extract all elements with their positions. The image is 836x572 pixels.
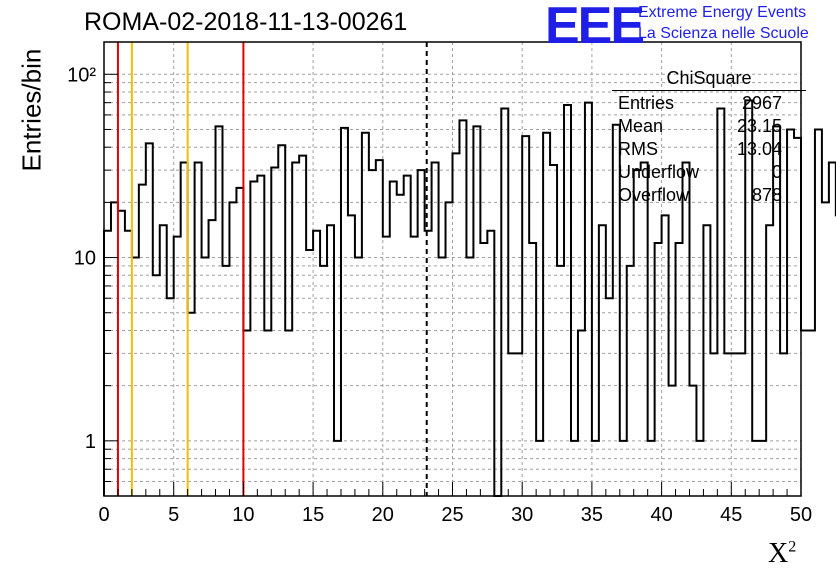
stats-row-mean: Mean 23.15 xyxy=(612,116,806,139)
eee-logo: EEE xyxy=(545,0,645,55)
stats-label: RMS xyxy=(618,139,658,159)
stats-label: Underflow xyxy=(618,162,700,182)
stats-title: ChiSquare xyxy=(612,68,806,91)
y-tick-label: 10 xyxy=(74,248,96,270)
y-tick-label: 1 xyxy=(85,431,96,453)
x-axis-label: X2 xyxy=(768,538,796,570)
y-tick-label: 10² xyxy=(67,64,96,86)
y-axis-label: Entries/bin xyxy=(16,48,47,172)
x-tick-label: 30 xyxy=(511,504,533,526)
stats-label: Mean xyxy=(618,116,664,136)
stats-label: Entries xyxy=(618,93,675,113)
stats-box: ChiSquare Entries 2967 Mean 23.15 RMS 13.04… xyxy=(612,68,806,208)
run-title: ROMA-02-2018-11-13-00261 xyxy=(84,8,408,36)
stats-value: 878 xyxy=(751,185,782,205)
x-tick-label: 35 xyxy=(581,504,603,526)
x-tick-label: 20 xyxy=(372,504,394,526)
histogram-series xyxy=(103,99,836,497)
x-axis-label-superscript: 2 xyxy=(788,538,797,556)
stats-value: 23.15 xyxy=(736,116,782,136)
stats-row-underflow: Underflow 0 xyxy=(612,162,806,185)
x-tick-label: 10 xyxy=(232,504,254,526)
x-tick-label: 40 xyxy=(650,504,672,526)
stats-value: 13.04 xyxy=(736,139,782,159)
x-tick-label: 25 xyxy=(441,504,463,526)
stats-value: 0 xyxy=(771,162,782,182)
org-name-line1: Extreme Energy Events xyxy=(638,4,807,21)
x-axis-label-base: X xyxy=(768,538,789,569)
stats-row-rms: RMS 13.04 xyxy=(612,139,806,162)
stats-row-overflow: Overflow 878 xyxy=(612,185,806,208)
x-tick-label: 50 xyxy=(790,504,812,526)
stats-label: Overflow xyxy=(618,185,690,205)
x-tick-label: 15 xyxy=(302,504,324,526)
x-tick-label: 0 xyxy=(98,504,109,526)
x-tick-label: 45 xyxy=(720,504,742,526)
stats-row-entries: Entries 2967 xyxy=(612,93,806,116)
stats-value: 2967 xyxy=(741,93,782,113)
org-name-line2: La Scienza nelle Scuole xyxy=(638,25,809,42)
x-tick-label: 5 xyxy=(168,504,179,526)
